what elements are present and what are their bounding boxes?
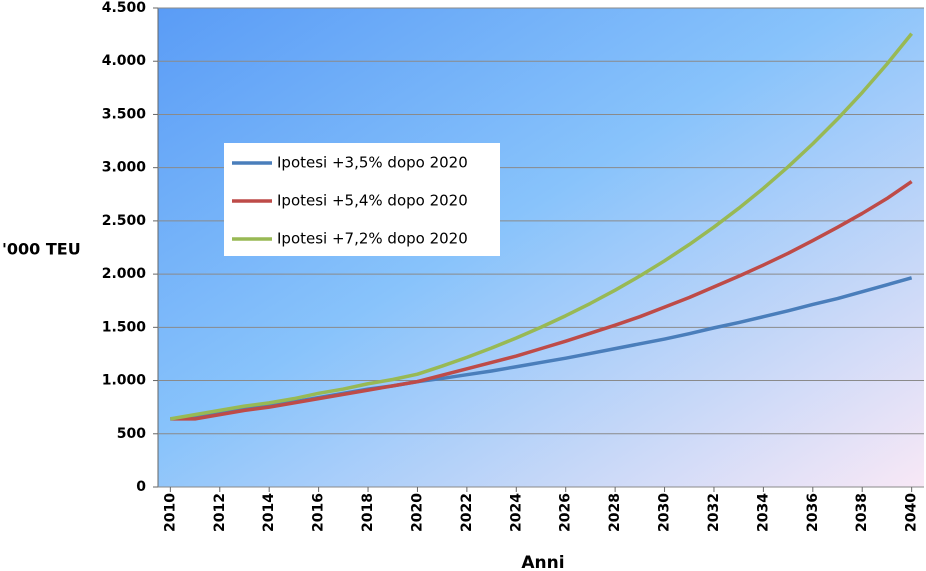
x-axis-label: Anni (521, 553, 564, 571)
x-tick-label: 2014 (261, 493, 277, 532)
y-tick-label: 1.000 (102, 373, 147, 389)
x-tick-label: 2030 (657, 493, 673, 532)
y-tick-label: 2.500 (102, 213, 147, 229)
x-tick-label: 2028 (607, 493, 623, 532)
x-tick-label: 2012 (212, 493, 228, 532)
x-tick-label: 2016 (311, 493, 327, 532)
legend: Ipotesi +3,5% dopo 2020 Ipotesi +5,4% dop… (224, 143, 500, 256)
x-tick-label: 2032 (706, 493, 722, 532)
y-tick-label: 0 (136, 479, 146, 495)
y-tick-label: 2.000 (102, 266, 147, 282)
series-line (170, 32, 914, 421)
x-tick-label: 2010 (162, 493, 178, 532)
y-axis-label: '000 TEU (2, 240, 81, 259)
x-tick-label: 2038 (854, 493, 870, 532)
series-line (170, 180, 913, 421)
legend-label: Ipotesi +3,5% dopo 2020 (277, 154, 468, 172)
x-tick-label: 2020 (409, 493, 425, 532)
x-tick-label: 2026 (558, 493, 574, 532)
y-tick-label: 500 (117, 426, 146, 442)
legend-label: Ipotesi +5,4% dopo 2020 (277, 192, 468, 210)
x-tick-label: 2034 (755, 493, 771, 532)
y-tick-label: 1.500 (102, 319, 147, 335)
x-tick-label: 2024 (508, 493, 524, 532)
y-tick-label: 4.000 (102, 53, 147, 69)
x-tick-label: 2036 (805, 493, 821, 532)
y-tick-label: 3.000 (102, 160, 147, 176)
y-tick-label: 3.500 (102, 106, 147, 122)
x-tick-label: 2018 (360, 493, 376, 532)
x-tick-label: 2040 (904, 493, 920, 532)
x-tick-label: 2022 (459, 493, 475, 532)
legend-label: Ipotesi +7,2% dopo 2020 (277, 230, 468, 248)
y-tick-label: 4.500 (102, 0, 147, 16)
